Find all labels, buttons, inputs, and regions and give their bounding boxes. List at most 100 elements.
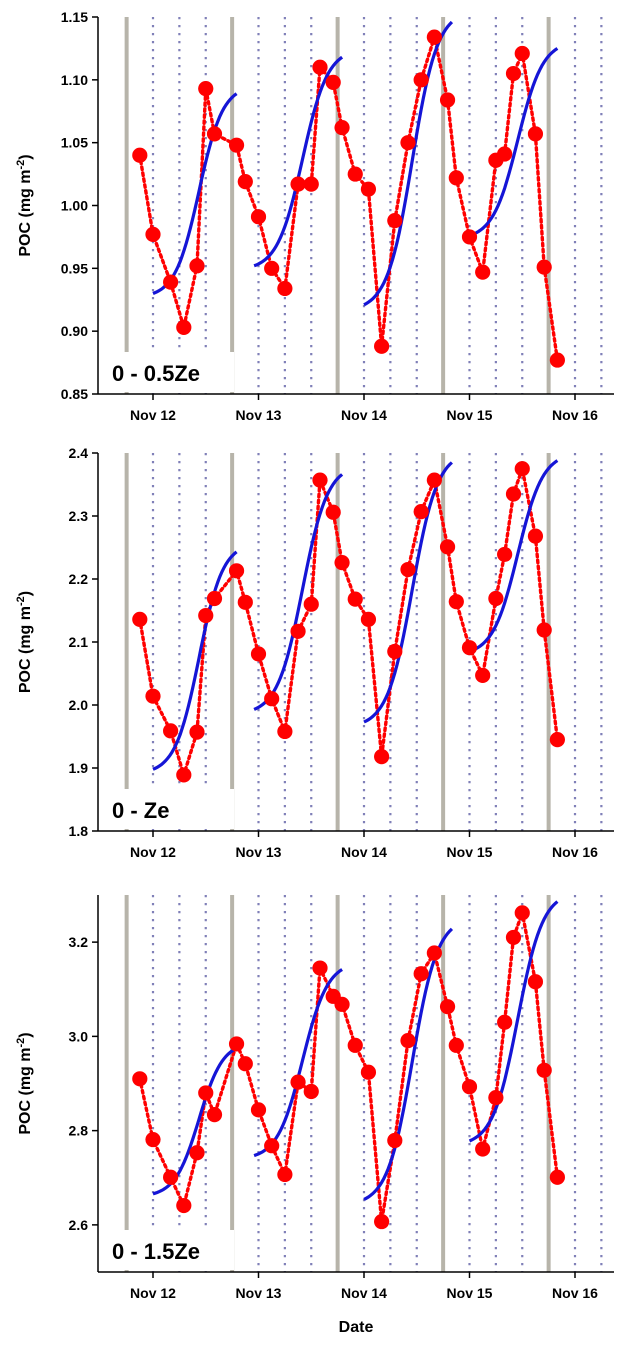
data-point	[347, 166, 363, 182]
data-point	[176, 767, 192, 783]
x-tick-label: Nov 13	[236, 1285, 282, 1301]
data-point	[439, 539, 456, 555]
y-tick-label: 0.95	[61, 260, 88, 276]
y-tick-label: 1.15	[61, 9, 88, 25]
data-point	[497, 546, 513, 563]
y-axis-title: POC (mg m-2)	[15, 154, 34, 256]
data-point	[400, 561, 416, 578]
data-point	[387, 1132, 403, 1149]
data-point	[497, 1014, 513, 1030]
data-point	[277, 280, 293, 297]
data-point	[334, 119, 350, 136]
x-axis-title: Date	[339, 1319, 374, 1336]
data-point	[334, 996, 350, 1012]
data-point	[536, 259, 552, 275]
data-point	[303, 596, 319, 612]
fit-curve	[468, 459, 559, 654]
data-point	[325, 504, 341, 520]
y-tick-label: 1.00	[61, 198, 88, 214]
data-point	[189, 1145, 205, 1161]
x-tick-label: Nov 14	[341, 1285, 387, 1301]
data-point	[461, 229, 478, 245]
x-tick-label: Nov 16	[552, 1285, 598, 1301]
data-point	[176, 319, 192, 335]
data-point	[303, 176, 319, 192]
data-point	[505, 65, 522, 82]
y-tick-label: 2.1	[69, 634, 89, 650]
data-point	[290, 176, 306, 192]
data-point	[163, 1169, 179, 1185]
data-point	[475, 264, 491, 280]
fit-curve	[152, 1046, 238, 1196]
data-point	[413, 503, 429, 520]
y-tick-label: 1.10	[61, 72, 88, 88]
data-point	[206, 126, 223, 142]
data-point	[426, 29, 442, 45]
data-point	[163, 723, 179, 739]
data-point	[237, 1056, 253, 1072]
data-point	[448, 170, 464, 186]
data-point	[237, 174, 253, 190]
data-point	[228, 1036, 245, 1052]
data-point	[387, 212, 403, 229]
fit-curve	[152, 550, 238, 771]
y-tick-label: 2.6	[69, 1217, 89, 1233]
data-point	[264, 1138, 280, 1154]
x-tick-label: Nov 15	[447, 844, 493, 860]
data-point	[475, 1141, 491, 1157]
data-point	[228, 137, 245, 153]
data-point	[514, 45, 530, 62]
data-point	[549, 1169, 565, 1185]
data-point	[461, 1079, 478, 1095]
data-point	[536, 1062, 552, 1078]
data-point	[277, 723, 293, 740]
y-axis-title: POC (mg m-2)	[15, 1032, 34, 1134]
data-point	[527, 528, 544, 544]
vertical-grid	[124, 453, 603, 831]
y-tick-label: 1.8	[69, 823, 89, 839]
x-tick-label: Nov 15	[447, 407, 493, 423]
data-point	[448, 1037, 464, 1053]
data-point	[439, 92, 456, 108]
data-point	[461, 640, 478, 656]
x-tick-label: Nov 16	[552, 407, 598, 423]
data-point	[400, 1033, 416, 1049]
data-point	[360, 181, 377, 197]
data-point	[303, 1083, 319, 1100]
panel-label: 0 - 1.5Ze	[112, 1239, 200, 1264]
data-point	[132, 611, 148, 627]
y-tick-label: 2.0	[69, 697, 89, 713]
data-point	[206, 590, 223, 607]
data-point	[334, 555, 350, 571]
data-point	[527, 974, 544, 990]
data-point	[264, 260, 280, 276]
data-point	[312, 59, 328, 75]
y-tick-label: 0.85	[61, 386, 88, 402]
data-point	[198, 81, 214, 97]
data-point	[198, 607, 214, 624]
data-point	[514, 461, 530, 477]
data-point	[312, 960, 328, 976]
data-point	[347, 591, 363, 607]
data-point	[250, 1102, 267, 1118]
panel-label-box	[106, 789, 234, 829]
data-point	[360, 1064, 377, 1080]
data-point	[505, 486, 522, 502]
data-point	[189, 258, 205, 274]
vertical-grid	[124, 17, 603, 394]
fit-curve	[468, 900, 559, 1143]
panel-2: 1.8 1.9 2.0 2.1 2.2 2.3 2.4 Nov 12 Nov 13 Nov 14 N…	[15, 445, 614, 860]
data-point	[527, 126, 544, 142]
x-tick-label: Nov 14	[341, 844, 387, 860]
y-tick-label: 1.9	[69, 760, 89, 776]
data-point	[475, 667, 491, 683]
data-point	[374, 749, 390, 765]
data-point	[505, 929, 522, 946]
data-point	[312, 472, 328, 488]
data-point	[400, 135, 416, 151]
data-point	[439, 999, 456, 1015]
data-point	[264, 691, 280, 707]
panel-label: 0 - 0.5Ze	[112, 361, 200, 386]
panel-3: 2.6 2.8 3.0 3.2 Nov 12 Nov 13 Nov 14 Nov 15 Nov …	[15, 895, 614, 1301]
data-point	[290, 623, 306, 639]
